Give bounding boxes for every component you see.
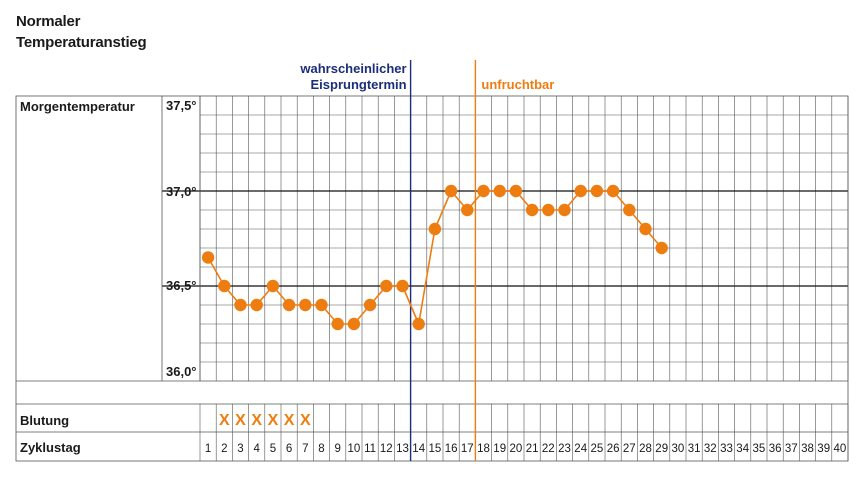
chart-grid (162, 96, 849, 461)
cycle-day-label: 6 (286, 443, 292, 455)
cycle-day-label: 29 (655, 443, 668, 455)
y-tick-label: 37,0° (166, 184, 197, 199)
cycle-day-label: 1 (205, 443, 211, 455)
cycle-day-label: 19 (493, 443, 506, 455)
cycle-day-label: 35 (753, 443, 766, 455)
temperature-point (525, 203, 539, 217)
cycle-day-label: 30 (672, 443, 685, 455)
temperature-point (396, 279, 409, 293)
annotation-label: unfruchtbar (481, 77, 554, 92)
bleeding-mark: X (300, 412, 311, 429)
temperature-point (655, 241, 668, 255)
temperature-point (428, 222, 442, 236)
title-line-2: Temperaturanstieg (16, 34, 147, 51)
cycle-day-label: 8 (318, 443, 324, 455)
cycle-day-label: 5 (270, 443, 276, 455)
cycle-day-label: 17 (461, 443, 474, 455)
cycle-day-label: 32 (704, 443, 717, 455)
temperature-point (282, 298, 296, 312)
temperature-point (558, 203, 571, 217)
cycle-day-label: 7 (302, 443, 308, 455)
cycle-day-label: 15 (429, 443, 442, 455)
bleeding-mark: X (235, 412, 246, 429)
cycle-day-label: 27 (623, 443, 636, 455)
temperature-point (299, 298, 312, 312)
temperature-point (509, 184, 523, 198)
cycle-day-label: 40 (834, 443, 847, 455)
bleeding-mark: X (268, 412, 279, 429)
cycle-day-label: 28 (639, 443, 652, 455)
temperature-point (380, 279, 393, 293)
temperature-point (574, 184, 587, 198)
annotation-label: Eisprungtermin (311, 77, 407, 92)
y-tick-label: 37,5° (166, 98, 197, 113)
cycle-day-label: 22 (542, 443, 555, 455)
temperature-point (234, 298, 247, 312)
y-tick-label: 36,5° (166, 278, 197, 293)
row-label-temperature: Morgentemperatur (20, 99, 135, 114)
bleeding-mark: X (251, 412, 262, 429)
cycle-day-label: 26 (607, 443, 620, 455)
temperature-point (363, 298, 377, 312)
temperature-point (493, 184, 506, 198)
y-tick-labels: 37,5° 37,0° 36,5° 36,0° (166, 98, 197, 379)
bleeding-mark: X (284, 412, 295, 429)
bleeding-mark: X (219, 412, 230, 429)
page-title: Normaler Temperaturanstieg (16, 11, 147, 53)
cycle-day-label: 12 (380, 443, 393, 455)
temperature-point (201, 251, 215, 264)
temperature-point (590, 184, 604, 198)
cycle-day-label: 24 (574, 443, 587, 455)
cycle-day-label: 3 (237, 443, 243, 455)
annotation-label: wahrscheinlicher (299, 61, 406, 76)
cycle-day-labels: 1 2 3 4 5 6 7 8 9 10 11 12 13 14 15 16 17 18 19 20 21 22 23 24 2… (205, 443, 846, 455)
cycle-day-label: 11 (364, 443, 376, 455)
row-label-bleeding: Blutung (20, 413, 69, 428)
cycle-day-label: 14 (412, 443, 425, 455)
temperature-point (412, 317, 425, 331)
cycle-day-label: 34 (736, 443, 749, 455)
temperature-point (250, 298, 263, 312)
temperature-point (542, 203, 555, 217)
cycle-day-label: 16 (445, 443, 458, 455)
cycle-day-label: 38 (801, 443, 814, 455)
chart-border (15, 95, 849, 462)
temperature-point (444, 184, 458, 198)
temperature-series (201, 184, 668, 331)
temperature-point (315, 298, 328, 312)
title-line-1: Normaler (16, 13, 81, 30)
cycle-day-label: 33 (720, 443, 733, 455)
row-label-cycle-day: Zyklustag (20, 440, 81, 455)
temperature-point (477, 184, 490, 198)
temperature-point (266, 279, 280, 293)
temperature-point (331, 317, 344, 331)
temperature-point (606, 184, 620, 198)
cycle-day-label: 36 (769, 443, 782, 455)
cycle-day-label: 20 (510, 443, 523, 455)
cycle-day-label: 39 (817, 443, 830, 455)
cycle-day-label: 10 (348, 443, 361, 455)
temperature-point (461, 203, 474, 217)
cycle-day-label: 2 (221, 443, 227, 455)
cycle-day-label: 37 (785, 443, 798, 455)
temperature-point (639, 222, 652, 236)
cycle-day-label: 23 (558, 443, 571, 455)
cycle-day-label: 31 (688, 443, 701, 455)
cycle-day-label: 9 (334, 443, 340, 455)
temperature-point (623, 203, 636, 217)
cycle-day-label: 25 (591, 443, 604, 455)
cycle-day-label: 4 (253, 443, 260, 455)
chart-frame (15, 95, 849, 462)
temperature-line (207, 190, 663, 325)
cycle-day-label: 21 (526, 443, 539, 455)
cycle-day-label: 13 (396, 443, 409, 455)
temperature-point (218, 279, 231, 293)
y-tick-label: 36,0° (166, 364, 197, 379)
row-labels: Morgentemperatur Blutung Zyklustag (20, 99, 135, 455)
temperature-point (347, 317, 361, 331)
cycle-day-label: 18 (477, 443, 490, 455)
